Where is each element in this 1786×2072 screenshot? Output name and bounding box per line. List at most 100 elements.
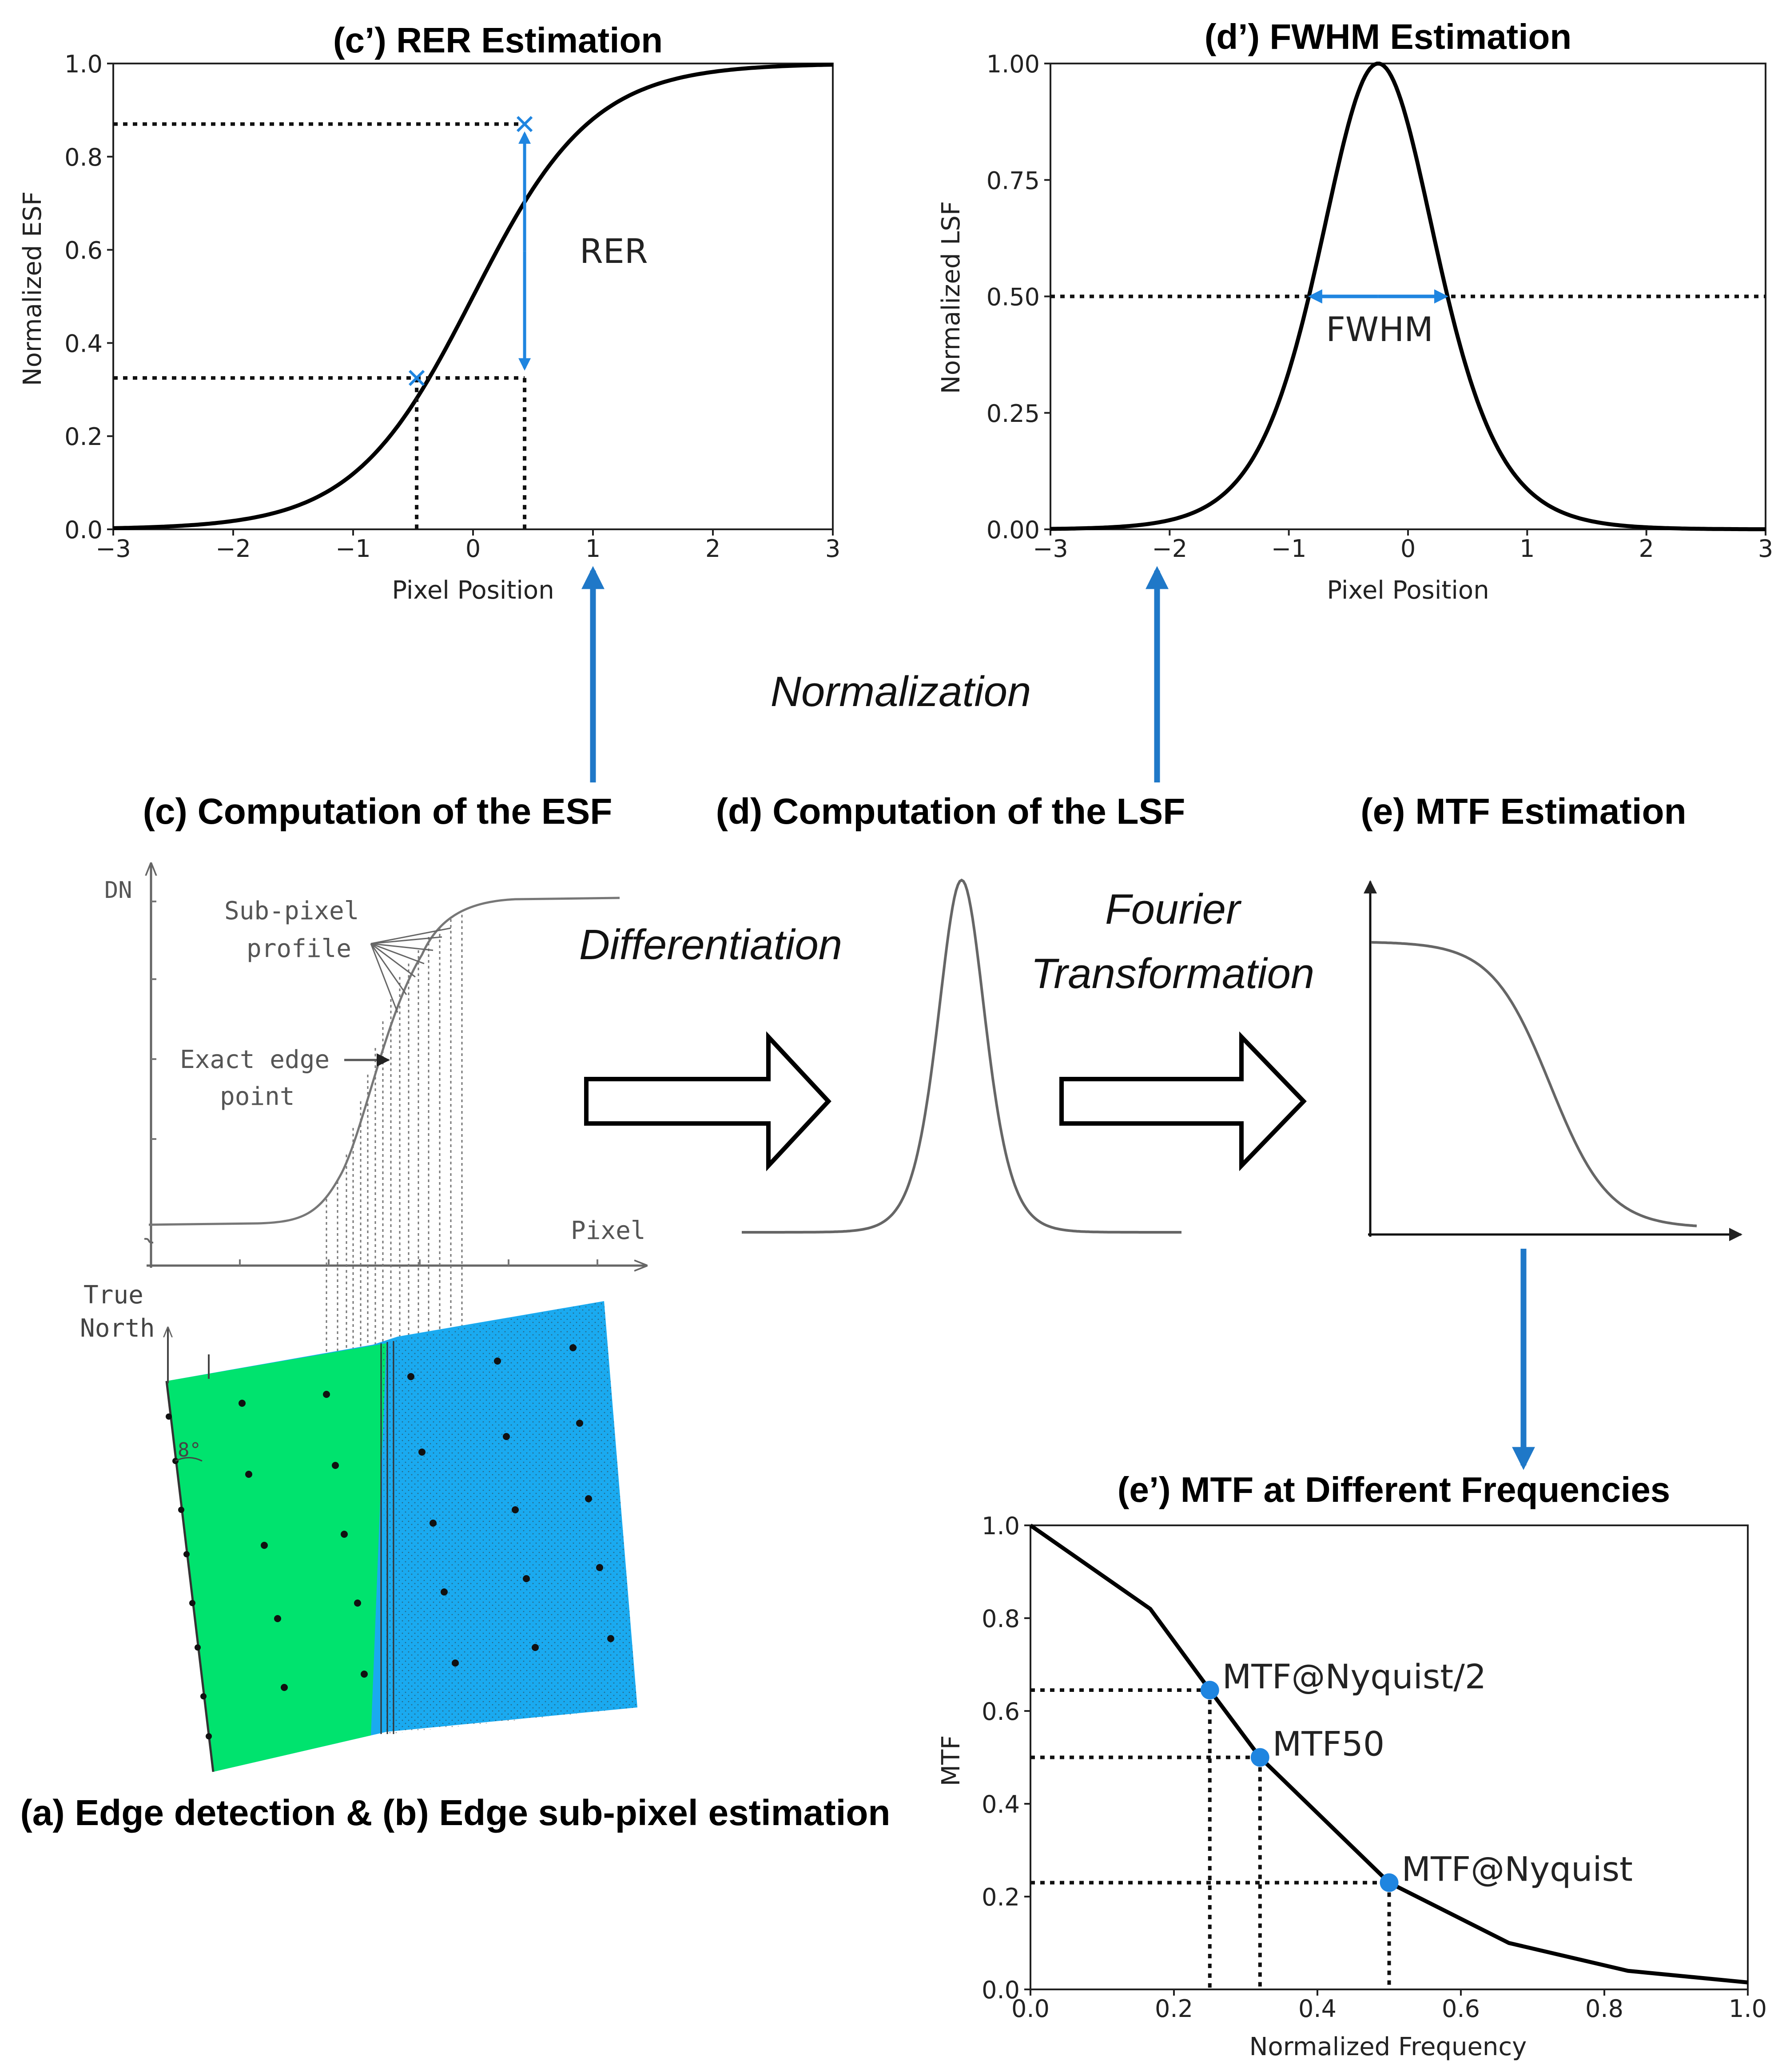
differentiation-arrow — [584, 1031, 831, 1171]
x-tick-label: 2 — [1639, 535, 1654, 563]
y-tick-label: 1.0 — [982, 1512, 1020, 1540]
x-tick-label: −1 — [335, 535, 371, 563]
x-tick-label: −3 — [1033, 535, 1068, 563]
mtf-point-label: MTF@Nyquist/2 — [1222, 1657, 1486, 1696]
fwhm-xlabel: Pixel Position — [1327, 576, 1489, 605]
mtf-point — [1250, 1748, 1269, 1767]
left-edge-ticks — [166, 1413, 212, 1739]
axis-break-mark — [144, 1238, 154, 1244]
x-tick-label: −2 — [1152, 535, 1188, 563]
dn-label: DN — [104, 877, 132, 904]
x-tick-label: 0 — [1400, 535, 1416, 563]
subpixel-label-2: profile — [247, 934, 351, 963]
exact-edge-label-2: point — [220, 1082, 295, 1111]
pixel-dot-grid — [382, 1301, 637, 1734]
exact-edge-label-1: Exact edge — [180, 1045, 330, 1074]
x-tick-label: 0.6 — [1442, 1995, 1480, 2023]
y-tick-label: 0.0 — [982, 1976, 1020, 2004]
step-ab-title: (a) Edge detection & (b) Edge sub-pixel … — [20, 1793, 890, 1833]
y-tick-label: 0.8 — [64, 143, 103, 171]
true-north-label-2: North — [80, 1314, 155, 1343]
mtf-point-label: MTF@Nyquist — [1402, 1850, 1633, 1889]
marker-x — [516, 116, 533, 132]
rer-chart: (c’) RER Estimation −3 −2 −1 0 1 2 3 0.0 0.2 0.4 0… — [18, 20, 840, 605]
true-north-label-1: True — [84, 1281, 143, 1310]
mtf-sketch-curve — [1371, 941, 1697, 1227]
edge-field: 8° True North — [80, 1281, 637, 1772]
step-c-title: (c) Computation of the ESF — [143, 791, 613, 832]
fourier-label-2: Transformation — [1031, 950, 1314, 997]
y-tick-label: 0.8 — [982, 1605, 1020, 1633]
fwhm-axes: −3 −2 −1 0 1 2 3 0.00 0.25 0.50 0.75 1.00 — [986, 50, 1773, 563]
fwhm-label: FWHM — [1326, 310, 1433, 349]
mtf-point — [1380, 1873, 1399, 1892]
y-tick-label: 0.2 — [64, 423, 103, 451]
lsf-curve — [1050, 61, 1766, 532]
x-tick-label: −1 — [1271, 535, 1307, 563]
mtf-chart: (e’) MTF at Different Frequencies 0.0 0.2… — [937, 1470, 1767, 2061]
y-tick-label: 1.00 — [986, 50, 1040, 78]
normalization-label: Normalization — [771, 668, 1031, 715]
marker-x — [408, 369, 425, 386]
x-tick-label: 2 — [705, 535, 720, 563]
y-tick-label: 1.0 — [64, 50, 103, 78]
y-tick-label: 0.50 — [986, 283, 1040, 311]
y-tick-label: 0.25 — [986, 400, 1040, 428]
angle-label: 8° — [178, 1439, 201, 1461]
x-tick-label: 1 — [1519, 535, 1535, 563]
mtf-sketch — [1364, 880, 1742, 1241]
x-tick-label: 0.4 — [1298, 1995, 1337, 2023]
x-tick-label: 1.0 — [1729, 1995, 1767, 2023]
subpixel-label-1: Sub-pixel — [224, 897, 359, 925]
x-tick-label: −3 — [95, 535, 131, 563]
esf-sketch-dotted-projections — [326, 915, 463, 1385]
x-tick-label: 3 — [1758, 535, 1773, 563]
mtf-xlabel: Normalized Frequency — [1249, 2032, 1527, 2061]
x-tick-label: −2 — [215, 535, 251, 563]
mtf-annotations: MTF@Nyquist/2 MTF50 MTF@Nyquist — [1030, 1657, 1633, 1989]
y-tick-label: 0.0 — [64, 516, 103, 544]
fwhm-title: (d’) FWHM Estimation — [1205, 17, 1572, 56]
edge-columns — [380, 1341, 394, 1734]
rer-annotations — [113, 116, 533, 529]
mtf-point — [1200, 1680, 1219, 1699]
fwhm-chart: (d’) FWHM Estimation −3 −2 −1 0 1 2 3 0.00 0.25 0… — [937, 17, 1773, 605]
fourier-label-1: Fourier — [1105, 885, 1242, 933]
step-d-title: (d) Computation of the LSF — [716, 791, 1185, 832]
left-edge-line — [165, 1381, 215, 1772]
esf-sketch-ticks — [151, 901, 598, 1266]
y-tick-label: 0.2 — [982, 1883, 1020, 1911]
angle-arc — [175, 1457, 203, 1462]
x-tick-label: 1 — [585, 535, 601, 563]
rer-axes: −3 −2 −1 0 1 2 3 0.0 0.2 0.4 0.6 0.8 1.0 — [64, 50, 840, 563]
y-tick-label: 0.75 — [986, 167, 1040, 194]
y-tick-label: 0.6 — [64, 237, 103, 265]
subpixel-fan-lines — [370, 927, 451, 1013]
y-tick-label: 0.4 — [64, 329, 103, 357]
rer-xlabel: Pixel Position — [392, 576, 554, 605]
pixel-axis-label: Pixel — [571, 1216, 646, 1245]
mtf-axes: 0.0 0.2 0.4 0.6 0.8 1.0 0.0 0.2 0.4 0.6 0.8 1.0 — [982, 1512, 1767, 2023]
esf-sketch: DN Sub-pixel profile Exact edge point Pi… — [104, 864, 646, 1385]
mtf-title: (e’) MTF at Different Frequencies — [1118, 1470, 1671, 1509]
y-tick-label: 0.6 — [982, 1698, 1020, 1726]
rer-label: RER — [580, 231, 648, 271]
x-tick-label: 3 — [825, 535, 840, 563]
rer-ylabel: Normalized ESF — [18, 191, 47, 386]
x-tick-label: 0.8 — [1585, 1995, 1623, 2023]
step-e-title: (e) MTF Estimation — [1360, 791, 1686, 832]
y-tick-label: 0.00 — [986, 516, 1040, 544]
differentiation-label: Differentiation — [579, 921, 842, 969]
x-tick-label: 0.2 — [1155, 1995, 1193, 2023]
mtf-ylabel: MTF — [937, 1735, 966, 1786]
green-region — [167, 1343, 386, 1772]
rer-title: (c’) RER Estimation — [333, 20, 663, 60]
lsf-sketch-curve — [742, 878, 1181, 1234]
fourier-arrow — [1059, 1031, 1307, 1171]
y-tick-label: 0.4 — [982, 1790, 1020, 1818]
esf-curve — [113, 63, 833, 530]
fwhm-ylabel: Normalized LSF — [937, 201, 966, 394]
mtf-curve — [1029, 1524, 1748, 1985]
edge-pixel-dots — [239, 1344, 614, 1691]
